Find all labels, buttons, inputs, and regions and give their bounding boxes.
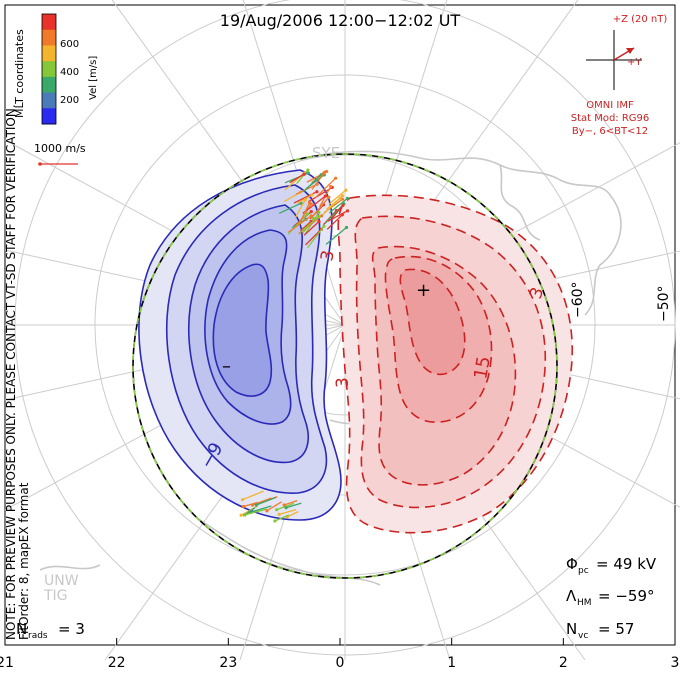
positive-potential-cell [337,194,573,534]
preview-note: NOTE: FOR PREVIEW PURPOSES ONLY. PLEASE … [4,104,18,640]
potential-minimum-marker: – [222,356,231,377]
imf-z-label: +Z (20 nT) [613,14,668,25]
station-label-unw: UNW [44,573,79,589]
nrads-subscript: rads [28,631,48,641]
contour-label-3-top: 3 [317,249,339,263]
stat-lambda-hm: Λ HM = −59° [566,587,655,608]
lambda-symbol: Λ [566,587,577,605]
colorbar-label: Vel [m/s] [88,56,99,100]
mlt-axis: 21 22 23 0 1 2 3 [0,638,679,671]
imf-condition-label: By−, 6<BT<12 [572,126,648,137]
vector-scale-label: 1000 m/s [34,142,86,155]
colorbar-tick-600: 600 [60,39,79,50]
mlt-tick-label: 3 [671,655,680,671]
phi-symbol: Φ [566,555,578,573]
stat-phi-pc: Φ pc = 49 kV [566,555,657,576]
mlt-tick-label: 23 [219,655,237,671]
mlt-tick-label: 22 [108,655,126,671]
stat-model-label: Stat Mod: RG96 [571,113,650,124]
nvc-symbol: N [566,620,577,638]
imf-y-label: +Y [627,57,642,68]
negative-potential-cell [138,169,342,521]
station-label-sye: SYE [312,144,340,162]
nrads-symbol: N [16,620,27,638]
velocity-vectors [239,168,350,523]
mlt-tick-label: 1 [447,655,456,671]
fit-order-info: FitOrder: 8, mapEX format [17,482,31,640]
lambda-hm-value: = −59° [598,587,655,605]
contour-label-15: 15 [470,355,495,381]
stat-n-vc: N vc = 57 [566,620,634,641]
coordinate-system-label: MLT coordinates [13,29,26,118]
station-label-tig: TIG [43,588,68,604]
lat-label-50: −50° [656,285,672,322]
mlt-tick-label: 0 [336,655,345,671]
vector-scale-dot [38,162,42,166]
imf-clock-dial [586,30,642,90]
n-vc-value: = 57 [598,620,634,638]
velocity-colorbar: 600 400 200 Vel [m/s] [41,13,99,125]
lambda-subscript: HM [577,598,592,608]
potential-maximum-marker: + [416,280,431,301]
n-rads-value: = 3 [58,620,85,638]
imf-source-label: OMNI IMF [586,100,634,111]
map-title: 19/Aug/2006 12:00−12:02 UT [220,11,461,30]
hm-boundary-green [132,153,558,579]
lat-label-60: −60° [570,281,586,318]
phi-pc-value: = 49 kV [596,555,657,573]
stat-n-rads: N rads = 3 [16,620,85,641]
phi-subscript: pc [578,566,589,576]
colorbar-tick-400: 400 [60,67,79,78]
contour-label-3-mid: 3 [333,377,353,388]
mlt-tick-label: 21 [0,655,14,671]
nvc-subscript: vc [578,631,588,641]
colorbar-tick-200: 200 [60,95,79,106]
mlt-tick-label: 2 [559,655,568,671]
